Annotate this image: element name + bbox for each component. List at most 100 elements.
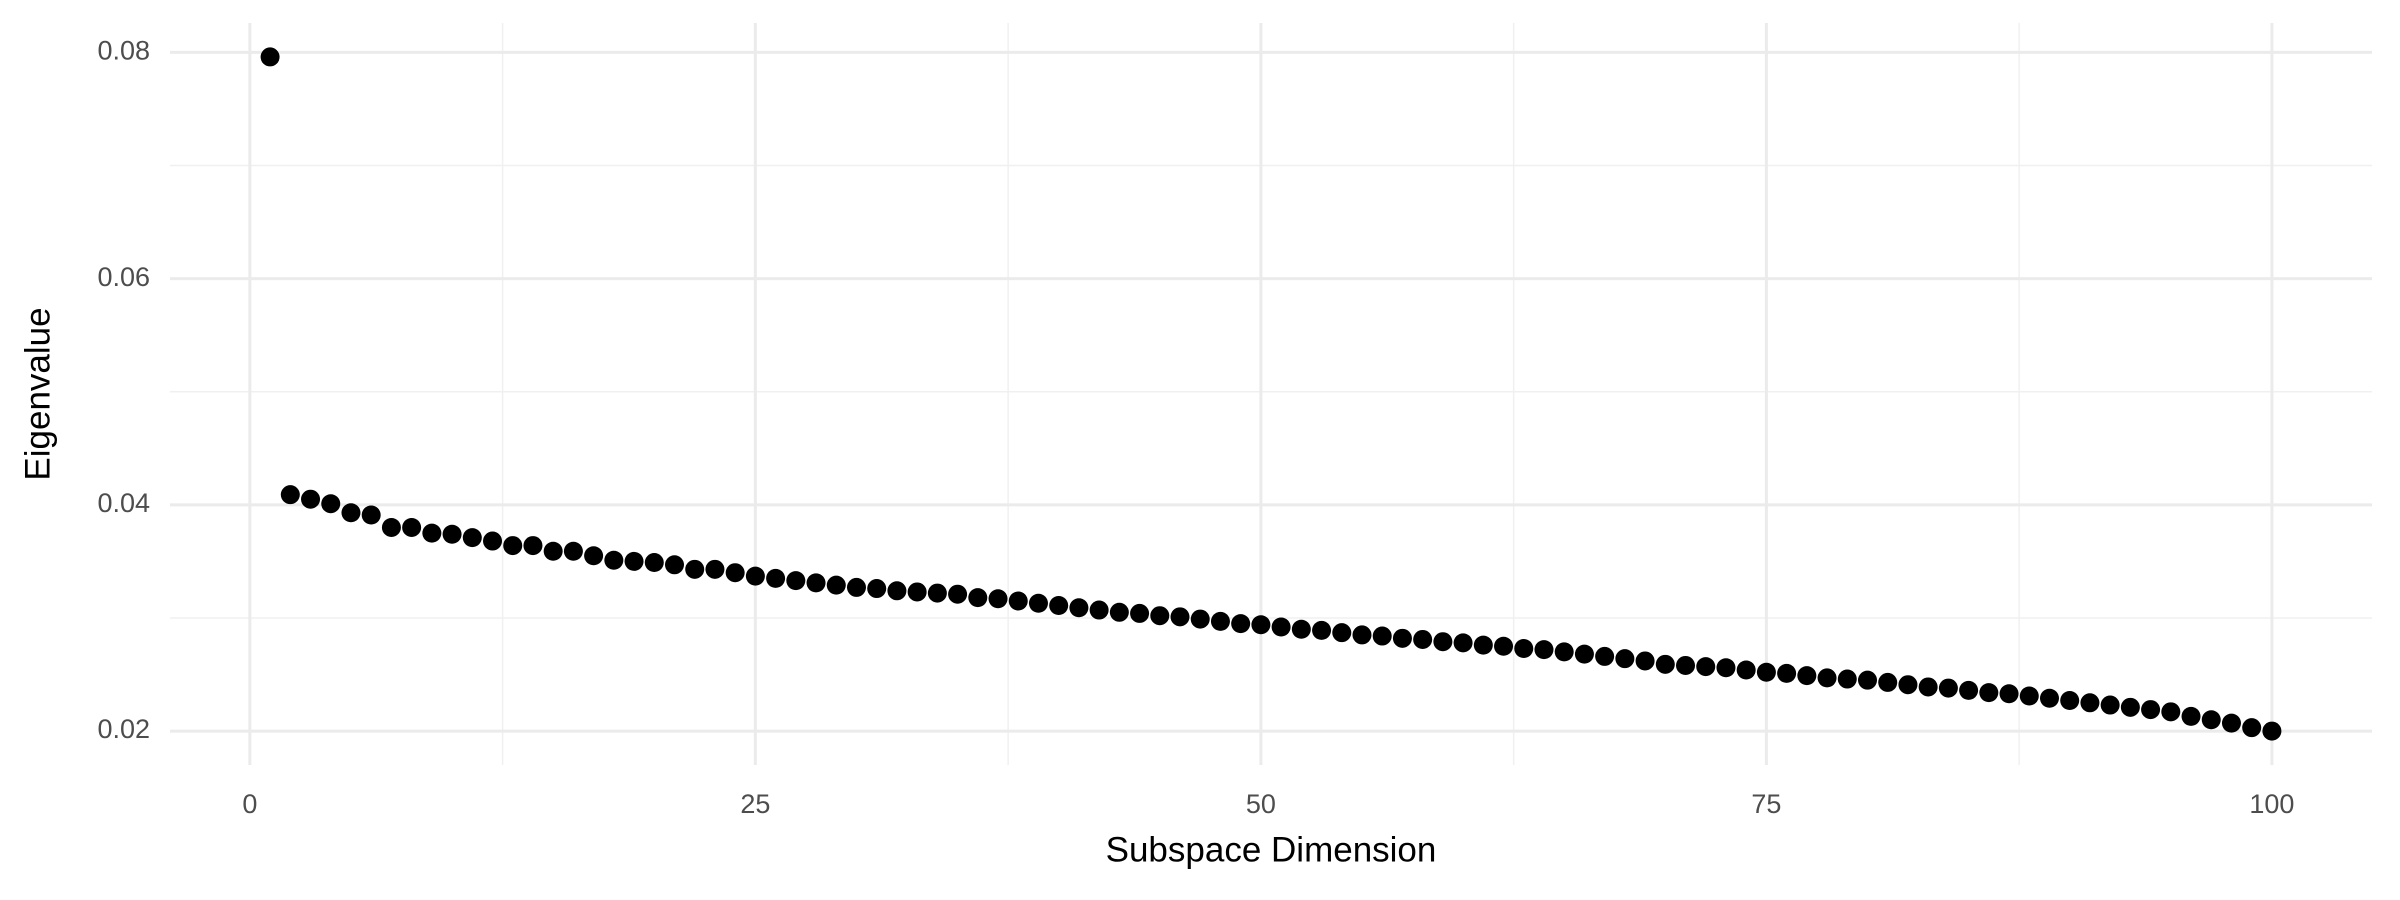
y-axis-title: Eigenvalue bbox=[18, 307, 57, 480]
point bbox=[1413, 629, 1433, 649]
point bbox=[2242, 718, 2262, 738]
point bbox=[1534, 640, 1554, 660]
point bbox=[1049, 596, 1069, 616]
x-tick-label: 100 bbox=[2249, 789, 2294, 819]
point bbox=[1514, 638, 1534, 658]
point bbox=[2039, 688, 2059, 708]
grid bbox=[170, 23, 2372, 765]
point bbox=[1372, 626, 1392, 646]
point bbox=[361, 505, 381, 525]
point bbox=[2221, 713, 2241, 733]
point bbox=[1453, 633, 1473, 653]
point bbox=[1736, 660, 1756, 680]
point bbox=[907, 582, 927, 602]
x-tick-label: 25 bbox=[740, 789, 770, 819]
point bbox=[381, 517, 401, 537]
point bbox=[584, 546, 604, 566]
point bbox=[826, 575, 846, 595]
point bbox=[705, 559, 725, 579]
point bbox=[1655, 654, 1675, 674]
point bbox=[1170, 607, 1190, 627]
y-tick-label: 0.08 bbox=[97, 36, 150, 66]
point bbox=[1777, 663, 1797, 683]
point bbox=[1028, 593, 1048, 613]
point bbox=[280, 485, 300, 505]
y-tick-label: 0.06 bbox=[97, 262, 150, 292]
point bbox=[766, 568, 786, 588]
point bbox=[1574, 644, 1594, 664]
point bbox=[2181, 706, 2201, 726]
point bbox=[1554, 642, 1574, 662]
point bbox=[2080, 693, 2100, 713]
point bbox=[948, 584, 968, 604]
point bbox=[927, 583, 947, 603]
point bbox=[867, 579, 887, 599]
point bbox=[604, 550, 624, 570]
point bbox=[1332, 623, 1352, 643]
point bbox=[1918, 677, 1938, 697]
point bbox=[1898, 675, 1918, 695]
point bbox=[260, 47, 280, 67]
point bbox=[1392, 628, 1412, 648]
point bbox=[1089, 600, 1109, 620]
point bbox=[887, 581, 907, 601]
point bbox=[1615, 649, 1635, 669]
point bbox=[1716, 658, 1736, 678]
point bbox=[1676, 655, 1696, 675]
point bbox=[1817, 668, 1837, 688]
point bbox=[1595, 646, 1615, 666]
point bbox=[1210, 611, 1230, 631]
point bbox=[402, 517, 422, 537]
point bbox=[1858, 670, 1878, 690]
point bbox=[1494, 636, 1514, 656]
point bbox=[2201, 710, 2221, 730]
point bbox=[1190, 609, 1210, 629]
x-tick-label: 75 bbox=[1751, 789, 1781, 819]
point bbox=[1433, 632, 1453, 652]
point bbox=[1312, 620, 1332, 640]
point bbox=[664, 555, 684, 575]
point bbox=[1696, 657, 1716, 677]
point bbox=[503, 536, 523, 556]
point bbox=[1291, 619, 1311, 639]
point bbox=[1756, 662, 1776, 682]
point bbox=[1109, 602, 1129, 622]
point bbox=[1352, 625, 1372, 645]
point bbox=[2262, 721, 2282, 741]
point bbox=[1878, 672, 1898, 692]
point bbox=[1271, 617, 1291, 637]
point bbox=[846, 577, 866, 597]
point bbox=[462, 528, 482, 548]
point bbox=[1008, 591, 1028, 611]
point bbox=[523, 536, 543, 556]
point bbox=[341, 503, 361, 523]
point bbox=[1130, 603, 1150, 623]
point bbox=[968, 588, 988, 608]
point bbox=[685, 559, 705, 579]
point bbox=[1231, 614, 1251, 634]
y-tick-label: 0.04 bbox=[97, 488, 150, 518]
point bbox=[1251, 615, 1271, 635]
point bbox=[2141, 700, 2161, 720]
point bbox=[2060, 691, 2080, 711]
point bbox=[745, 566, 765, 586]
point bbox=[2100, 695, 2120, 715]
x-axis-title: Subspace Dimension bbox=[1106, 830, 1437, 869]
point bbox=[442, 524, 462, 544]
point bbox=[1959, 680, 1979, 700]
point bbox=[543, 541, 563, 561]
x-tick-label: 50 bbox=[1246, 789, 1276, 819]
point bbox=[1150, 606, 1170, 626]
point bbox=[1797, 666, 1817, 686]
point bbox=[644, 553, 664, 573]
point bbox=[301, 489, 321, 509]
point bbox=[624, 551, 644, 571]
point bbox=[2019, 686, 2039, 706]
point bbox=[1999, 684, 2019, 704]
point bbox=[1069, 598, 1089, 618]
point bbox=[725, 563, 745, 583]
point bbox=[483, 531, 503, 551]
point bbox=[1635, 651, 1655, 671]
